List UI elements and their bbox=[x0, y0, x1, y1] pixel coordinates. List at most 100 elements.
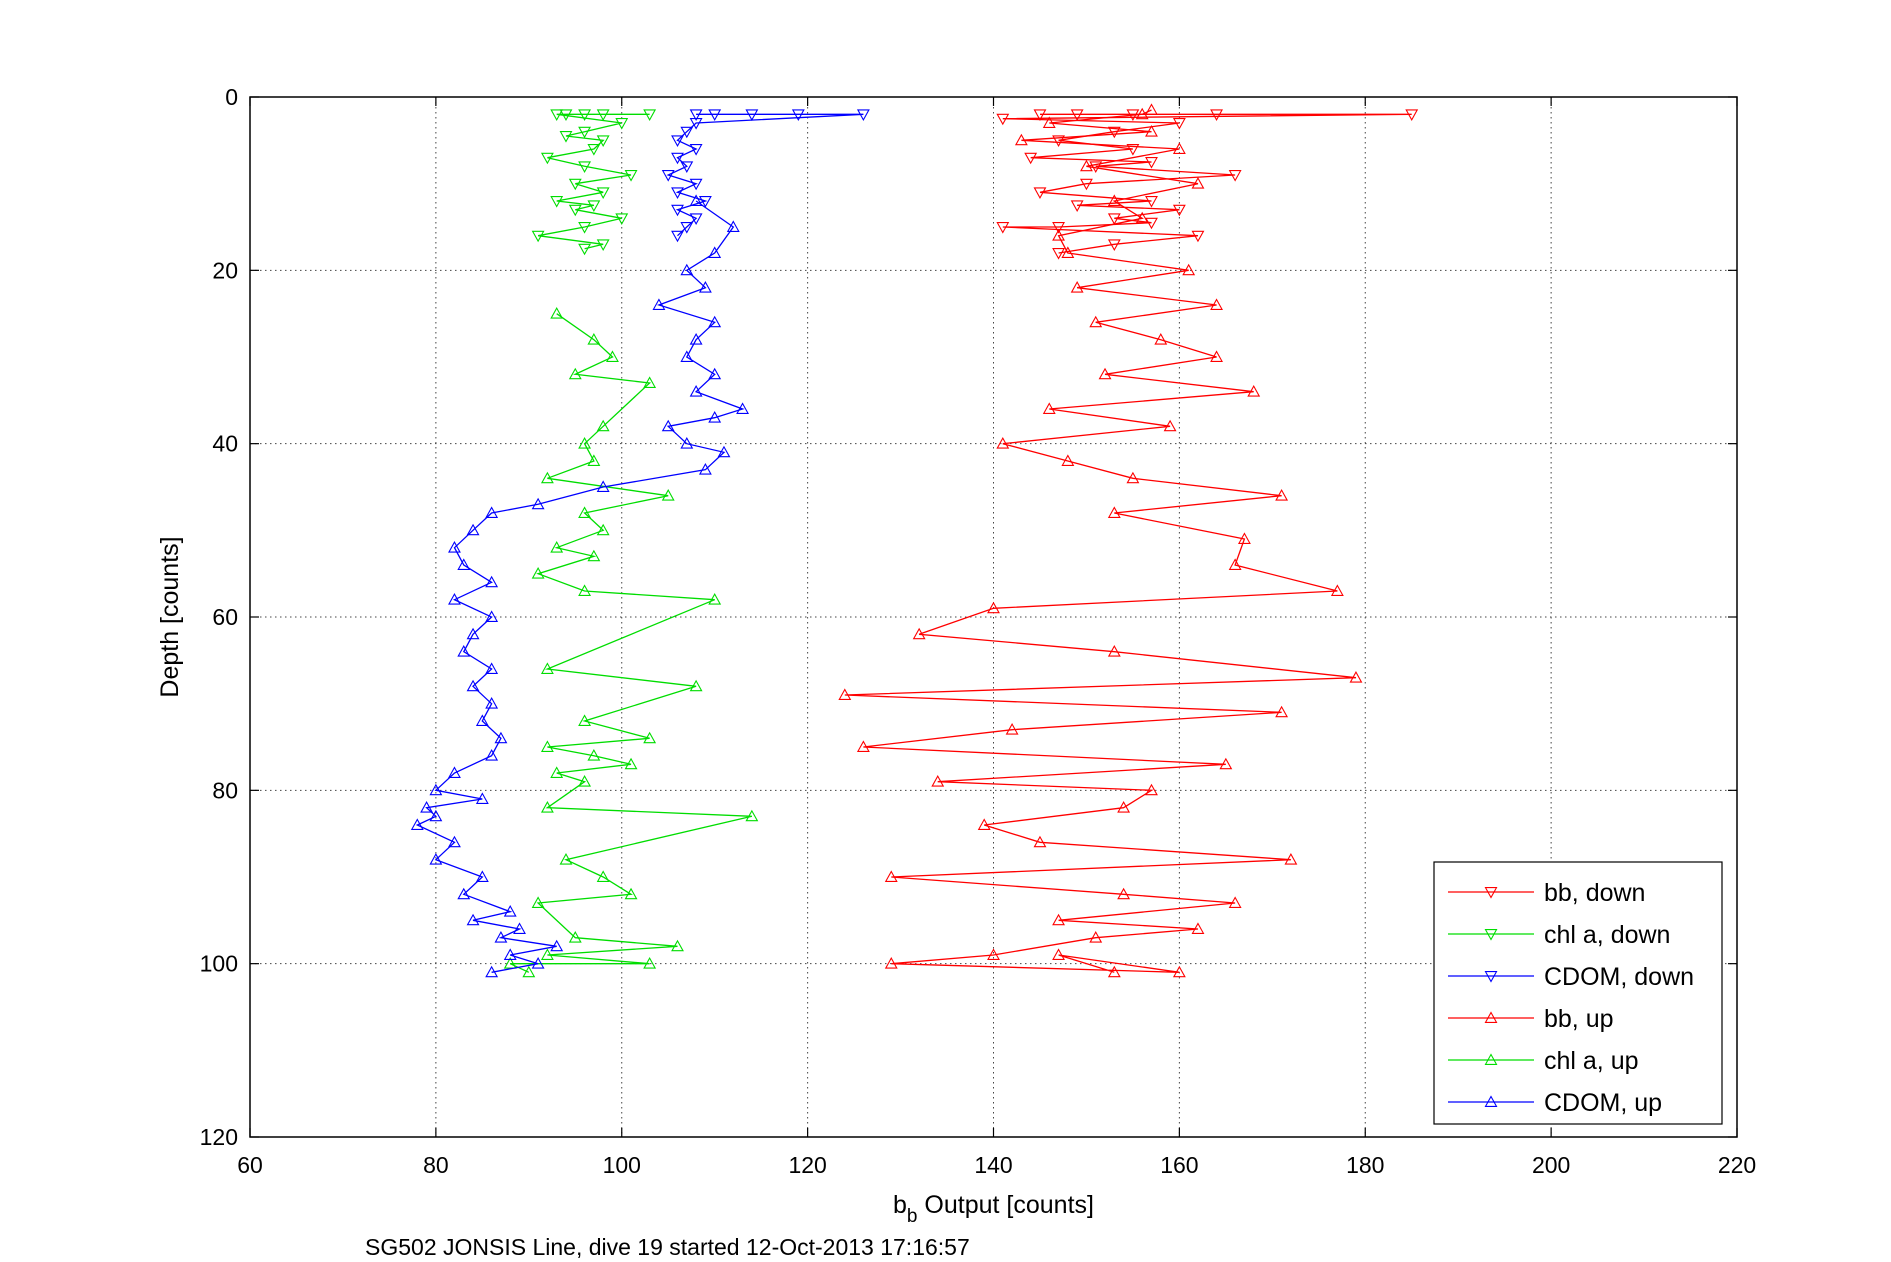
series-line-bb-up bbox=[844, 109, 1357, 973]
data-point-bb-up bbox=[1014, 133, 1028, 146]
y-tick-labels: 0 20 40 60 80 100 120 bbox=[200, 84, 238, 1150]
data-point-cdom-up bbox=[466, 913, 480, 926]
data-point-bb-up bbox=[1172, 965, 1186, 978]
data-point-cdom-up bbox=[680, 350, 694, 362]
data-point-cdom-down bbox=[689, 144, 703, 156]
data-point-cdom-up bbox=[736, 402, 750, 414]
data-point-chl-a-down bbox=[587, 200, 601, 212]
data-point-cdom-up bbox=[513, 922, 526, 934]
data-point-chl-a-down bbox=[596, 135, 610, 147]
data-point-chl-a-up bbox=[568, 931, 582, 943]
data-point-bb-down bbox=[1228, 170, 1242, 182]
data-point-bb-up bbox=[1163, 419, 1177, 432]
data-point-cdom-down bbox=[856, 109, 870, 121]
data-point-cdom-up bbox=[475, 714, 489, 726]
data-point-cdom-up bbox=[429, 783, 443, 796]
data-point-bb-up bbox=[1275, 705, 1289, 718]
legend-marker-bb-up bbox=[1484, 1011, 1498, 1023]
legend-label-bb-up: bb, up bbox=[1544, 1005, 1614, 1033]
data-point-chl-a-up bbox=[596, 419, 610, 432]
data-point-bb-up bbox=[1275, 489, 1289, 501]
data-point-bb-up bbox=[1219, 757, 1233, 770]
x-tick-label: 80 bbox=[423, 1152, 449, 1178]
data-point-cdom-up bbox=[466, 679, 480, 692]
data-point-bb-down bbox=[1052, 222, 1065, 234]
tick-marks bbox=[249, 96, 1738, 1138]
data-point-cdom-down bbox=[689, 109, 703, 121]
series-cdom-up bbox=[410, 194, 750, 978]
data-point-bb-up bbox=[996, 437, 1010, 449]
data-point-chl-a-up bbox=[587, 549, 601, 562]
data-point-cdom-down bbox=[689, 178, 703, 191]
dive-caption: SG502 JONSIS Line, dive 19 started 12-Oc… bbox=[365, 1234, 970, 1260]
data-point-bb-down bbox=[1033, 109, 1047, 121]
data-point-bb-up bbox=[1237, 532, 1251, 544]
data-point-chl-a-up bbox=[550, 766, 564, 778]
legend-entry-chl-a-up: chl a, up bbox=[1448, 1047, 1639, 1075]
data-point-cdom-up bbox=[485, 506, 499, 518]
series-line-cdom-up bbox=[415, 200, 745, 973]
data-point-cdom-up bbox=[503, 948, 517, 960]
y-axis-label: Depth [counts] bbox=[156, 536, 184, 697]
x-tick-label: 200 bbox=[1532, 1152, 1570, 1178]
legend-entries: bb, down chl a, down CDOM, down bb, up chl a… bbox=[1448, 879, 1694, 1117]
data-point-chl-a-up bbox=[689, 679, 703, 692]
data-point-cdom-up bbox=[466, 523, 480, 536]
data-point-bb-down bbox=[1107, 213, 1121, 225]
data-point-cdom-up bbox=[457, 887, 471, 900]
data-point-cdom-down bbox=[698, 196, 712, 208]
data-point-bb-up bbox=[1070, 281, 1084, 293]
data-point-cdom-down bbox=[671, 135, 684, 147]
data-point-bb-down bbox=[1107, 126, 1121, 139]
data-point-bb-up bbox=[1052, 948, 1065, 960]
data-point-cdom-up bbox=[698, 281, 712, 293]
data-point-chl-a-up bbox=[578, 437, 592, 449]
data-point-cdom-up bbox=[448, 541, 461, 553]
data-point-chl-a-down bbox=[568, 204, 582, 217]
data-point-bb-up bbox=[1145, 103, 1158, 115]
x-tick-label: 160 bbox=[1160, 1152, 1198, 1178]
data-point-bb-down bbox=[1210, 109, 1223, 121]
data-point-cdom-up bbox=[689, 194, 703, 206]
data-point-bb-down bbox=[1172, 118, 1186, 130]
data-point-chl-a-down bbox=[531, 230, 545, 243]
data-point-cdom-up bbox=[689, 333, 703, 345]
x-axis-label-subscript: b bbox=[907, 1206, 918, 1227]
data-point-chl-a-up bbox=[531, 896, 545, 908]
data-point-bb-up bbox=[884, 957, 898, 969]
data-point-cdom-up bbox=[485, 662, 499, 674]
data-point-cdom-up bbox=[475, 792, 489, 804]
data-point-bb-up bbox=[1191, 177, 1205, 189]
legend-label-bb-down: bb, down bbox=[1544, 879, 1645, 907]
data-point-bb-down bbox=[1145, 217, 1158, 230]
data-point-chl-a-up bbox=[661, 489, 675, 501]
data-point-bb-down bbox=[1033, 187, 1047, 199]
data-point-bb-up bbox=[1052, 913, 1065, 926]
data-point-cdom-up bbox=[485, 610, 499, 622]
data-point-chl-a-down bbox=[550, 196, 564, 208]
data-point-chl-a-up bbox=[587, 454, 601, 466]
data-point-cdom-up bbox=[652, 298, 666, 310]
data-point-bb-up bbox=[1033, 835, 1047, 848]
data-point-chl-a-up bbox=[671, 939, 684, 952]
legend-entry-chl-a-down: chl a, down bbox=[1448, 921, 1670, 949]
data-point-chl-a-down bbox=[559, 131, 573, 143]
data-point-chl-a-down bbox=[578, 243, 592, 256]
data-point-bb-up bbox=[1098, 367, 1112, 380]
series-bb-down bbox=[996, 109, 1419, 260]
data-point-cdom-up bbox=[708, 411, 722, 423]
data-point-bb-up bbox=[1089, 315, 1103, 328]
data-point-chl-a-up bbox=[624, 887, 638, 900]
data-point-chl-a-up bbox=[540, 471, 554, 484]
x-axis-label-rest: Output [counts] bbox=[917, 1191, 1094, 1219]
data-point-cdom-up bbox=[708, 246, 722, 258]
data-point-bb-down bbox=[1107, 239, 1121, 251]
data-point-cdom-up bbox=[726, 220, 740, 232]
data-point-cdom-up bbox=[698, 463, 712, 475]
legend-entry-bb-down: bb, down bbox=[1448, 879, 1645, 907]
data-point-bb-up bbox=[1247, 385, 1261, 397]
data-point-chl-a-up bbox=[596, 523, 610, 536]
data-point-bb-down bbox=[1070, 200, 1084, 212]
data-point-chl-a-up bbox=[708, 593, 722, 605]
